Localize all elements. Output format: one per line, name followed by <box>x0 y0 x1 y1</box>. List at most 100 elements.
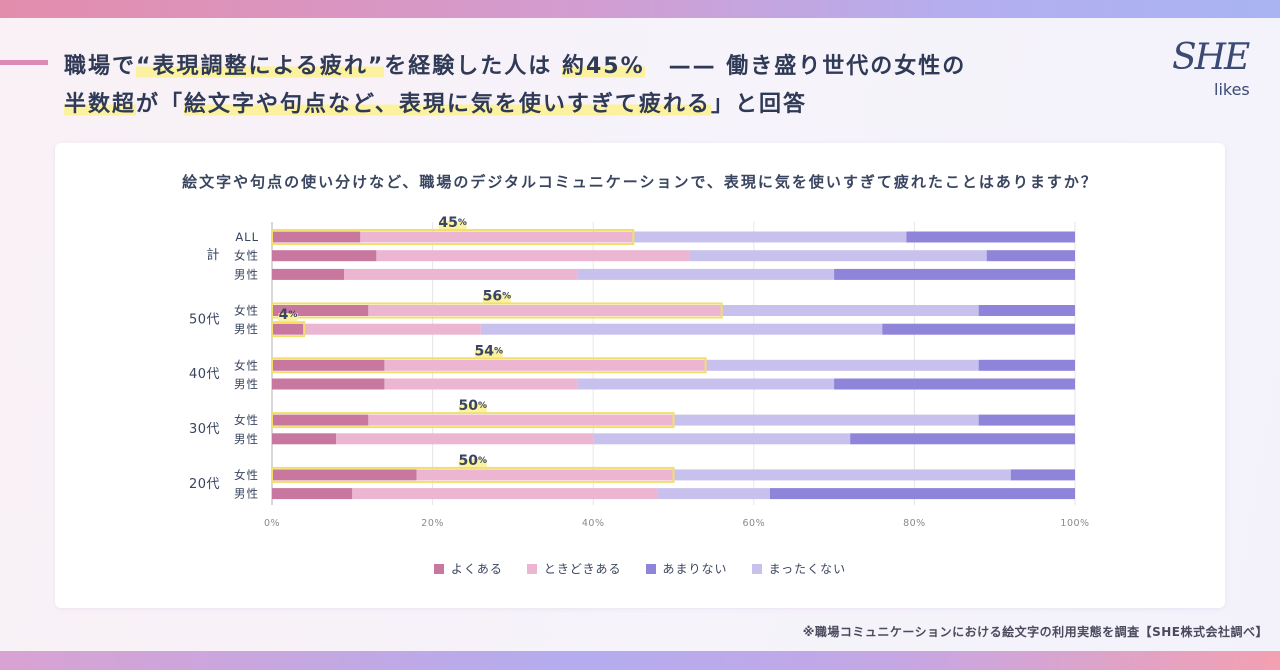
chart-legend: よくある ときどきある あまりない まったくない <box>55 561 1225 577</box>
headline-highlight: 約45% <box>561 54 645 79</box>
legend-swatch <box>751 564 762 574</box>
x-tick-label: 0% <box>264 518 280 529</box>
bar-segment <box>657 488 770 500</box>
callout-unit: % <box>494 346 503 356</box>
x-tick-label: 100% <box>1060 518 1089 529</box>
headline-line-2: 半数超が「絵文字や句点など、表現に気を使いすぎて疲れる」と回答 <box>64 90 966 128</box>
legend-swatch <box>433 564 444 574</box>
x-tick-label: 80% <box>903 518 926 529</box>
bar-segment <box>906 231 1075 243</box>
bar-segment <box>384 378 578 390</box>
logo-she: SHE <box>1172 37 1250 78</box>
callout-value: 4 <box>279 307 289 323</box>
row-label: 女性 <box>234 468 259 482</box>
bar-segment <box>344 268 578 280</box>
headline: 職場で“表現調整による疲れ”を経験した人は 約45% —— 働き盛り世代の女性の… <box>64 52 966 128</box>
callout-marker <box>482 294 511 303</box>
x-tick-label: 20% <box>421 518 444 529</box>
bar-segment <box>834 378 1075 390</box>
callout-label: 56% <box>483 289 512 305</box>
bar-segment <box>882 323 1075 335</box>
legend-item-rarely: あまりない <box>645 561 728 577</box>
headline-text: —— 働き盛り世代の女性の <box>644 54 967 79</box>
callout-label: 45% <box>438 215 467 231</box>
row-label: 男性 <box>234 487 259 501</box>
headline-highlight: 絵文字や句点など、表現に気を使いすぎて疲れる <box>184 92 711 117</box>
bar-segment <box>673 414 979 426</box>
x-tick-label: 60% <box>742 518 765 529</box>
row-label: 男性 <box>234 322 259 336</box>
row-label: 女性 <box>234 413 259 427</box>
bar-segment <box>769 488 1075 500</box>
legend-label: まったくない <box>768 562 847 576</box>
row-label: 女性 <box>234 304 259 318</box>
callout-box <box>271 321 306 338</box>
callout-value: 50 <box>458 453 478 469</box>
group-label: 40代 <box>189 367 220 382</box>
callout-box <box>271 357 707 374</box>
legend-item-often: よくある <box>433 561 503 577</box>
headline-line-1: 職場で“表現調整による疲れ”を経験した人は 約45% —— 働き盛り世代の女性の <box>64 52 966 90</box>
bar-segment <box>577 378 835 390</box>
legend-item-never: まったくない <box>751 561 847 577</box>
bar-segment <box>850 433 1075 445</box>
bar-segment <box>577 268 835 280</box>
bar-segment <box>336 433 594 445</box>
group-label: 計 <box>206 247 220 263</box>
bar-segment <box>673 469 1011 481</box>
bar-segment <box>978 359 1075 371</box>
callout-value: 56 <box>483 289 502 305</box>
x-tick-label: 40% <box>582 518 605 529</box>
row-label: ALL <box>235 230 259 244</box>
bar-segment <box>272 378 385 390</box>
legend-label: よくある <box>450 562 503 576</box>
bar-segment <box>593 433 851 445</box>
bar-segment <box>272 250 377 262</box>
bottom-gradient-strip <box>0 651 1280 670</box>
headline-text: 」と回答 <box>710 92 807 117</box>
bar-segment <box>384 359 706 371</box>
group-label: 20代 <box>189 477 220 492</box>
headline-text: が「 <box>136 92 185 117</box>
callout-label: 4% <box>279 307 298 323</box>
callout-unit: % <box>478 456 487 466</box>
callout-unit: % <box>288 310 297 320</box>
row-label: 男性 <box>234 432 259 446</box>
bar-segment <box>272 268 345 280</box>
bar-segment <box>986 250 1075 262</box>
callout-box <box>271 302 723 319</box>
callout-label: 50% <box>458 453 487 469</box>
callout-label: 50% <box>458 398 487 414</box>
callout-marker <box>458 458 487 467</box>
legend-swatch <box>526 564 537 574</box>
bar-segment <box>834 268 1075 280</box>
bar-segment <box>480 323 883 335</box>
bar-segment <box>272 231 361 243</box>
bar-segment <box>978 305 1075 316</box>
headline-highlight: 半数超 <box>64 92 137 117</box>
bar-segment <box>376 250 690 262</box>
headline-highlight: “表現調整による疲れ” <box>136 54 385 79</box>
callout-value: 54 <box>475 343 495 359</box>
row-label: 女性 <box>234 358 259 372</box>
chart-question-title: 絵文字や句点の使い分けなど、職場のデジタルコミュニケーションで、表現に気を使いす… <box>182 173 1098 191</box>
bar-segment <box>633 231 907 243</box>
headline-text: を経験した人は <box>384 54 562 79</box>
callout-unit: % <box>458 218 467 228</box>
legend-swatch <box>645 564 656 574</box>
logo-likes: likes <box>1214 80 1250 99</box>
legend-label: ときどきある <box>543 562 622 576</box>
bar-segment <box>368 305 722 316</box>
callout-unit: % <box>478 401 487 411</box>
bar-segment <box>272 433 337 445</box>
legend-item-sometimes: ときどきある <box>526 561 622 577</box>
bar-segment <box>352 488 658 500</box>
callout-value: 50 <box>458 398 478 414</box>
bar-segment <box>272 323 305 335</box>
stacked-bar-chart: 0% 20% 40% 60% 80% 100%計50代40代30代20代ALL女性男性女性… <box>189 215 1089 529</box>
legend-label: あまりない <box>662 562 728 576</box>
row-label: 男性 <box>234 267 259 281</box>
top-gradient-strip <box>0 0 1280 18</box>
callout-marker <box>438 221 467 229</box>
callout-unit: % <box>502 292 511 302</box>
